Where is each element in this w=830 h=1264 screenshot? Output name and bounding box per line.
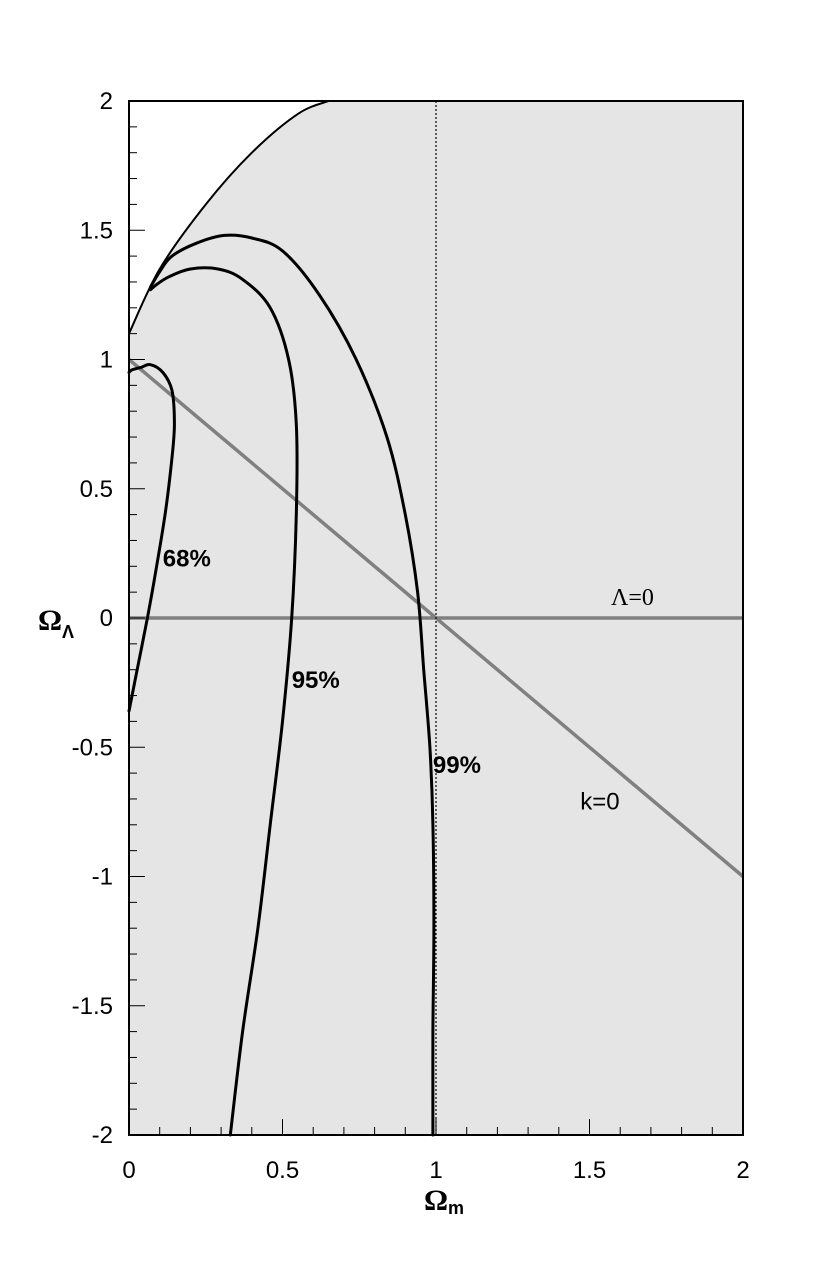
x-tick-label: 0.5	[266, 1157, 299, 1184]
y-tick-label: 0.5	[80, 476, 113, 503]
contour-label-68pct: 68%	[163, 545, 211, 572]
k-zero-label: k=0	[580, 788, 619, 815]
contours	[127, 233, 436, 1137]
contour-label-99pct: 99%	[433, 752, 481, 779]
y-tick-label: 2	[100, 88, 113, 115]
x-tick-label: 2	[736, 1157, 749, 1184]
contour-99pct	[149, 233, 436, 1137]
y-tick-label: -1	[92, 864, 113, 891]
annotations: 68% 95% 99% Λ=0 k=0	[163, 545, 654, 815]
y-tick-label: 0	[100, 605, 113, 632]
contour-95pct	[149, 266, 299, 1137]
contour-68pct	[127, 363, 176, 713]
contour-label-95pct: 95%	[292, 667, 340, 694]
x-axis: 0 0.5 1 1.5 2	[122, 1119, 750, 1184]
y-tick-label: -2	[92, 1122, 113, 1149]
x-axis-title: Ωm	[424, 1184, 464, 1218]
y-axis: -2 -1.5 -1 -0.5 0 0.5 1 1.5 2	[72, 88, 145, 1149]
x-axis-title-subscript: m	[448, 1198, 464, 1218]
y-tick-label: 1.5	[80, 217, 113, 244]
y-tick-label: -1.5	[72, 993, 113, 1020]
y-axis-title-subscript: Λ	[62, 622, 74, 642]
y-tick-label: 1	[100, 347, 113, 374]
y-axis-title: ΩΛ	[38, 604, 74, 642]
x-tick-label: 1	[429, 1157, 442, 1184]
x-tick-label: 0	[122, 1157, 135, 1184]
lambda-zero-label: Λ=0	[611, 585, 654, 611]
y-tick-label: -0.5	[72, 734, 113, 761]
excluded-region	[129, 101, 329, 334]
x-tick-label: 1.5	[573, 1157, 606, 1184]
reference-lines	[127, 101, 745, 1135]
